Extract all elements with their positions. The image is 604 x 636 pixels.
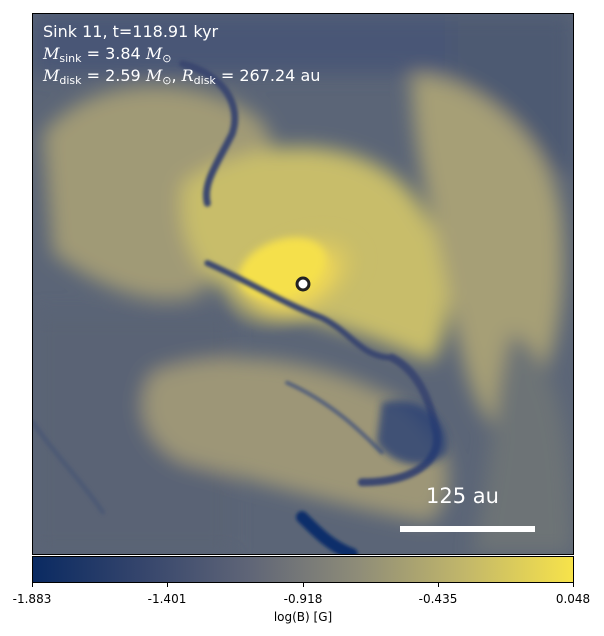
rdisk-value: = 267.24 au	[215, 66, 321, 85]
rdisk-subscript: disk	[193, 74, 216, 87]
colorbar-tick-label: -1.883	[12, 592, 52, 606]
colorbar-title: log(B) [G]	[273, 610, 333, 624]
scale-bar-label: 125 au	[426, 484, 499, 508]
msun-symbol: M	[145, 44, 163, 63]
mdisk-value: = 2.59	[81, 66, 146, 85]
separator-comma: ,	[171, 66, 182, 85]
colorbar-tick	[438, 583, 439, 587]
rdisk-symbol: R	[181, 66, 194, 85]
magnetic-field-map: Sink 11, t=118.91 kyr Msink = 3.84 M⊙ Md…	[32, 13, 574, 555]
field-image	[33, 14, 573, 554]
msink-value: = 3.84	[81, 44, 146, 63]
colorbar-tick-label: -1.401	[147, 592, 187, 606]
msun-subscript-2: ⊙	[162, 74, 172, 87]
mdisk-subscript: disk	[59, 74, 82, 87]
scale-bar	[400, 526, 535, 532]
colorbar-tick	[32, 583, 33, 587]
sink-time-label: Sink 11, t=118.91 kyr	[43, 22, 219, 41]
sink-marker	[295, 276, 311, 292]
msink-symbol: M	[43, 44, 60, 63]
mdisk-symbol: M	[43, 66, 60, 85]
colorbar	[32, 556, 574, 583]
colorbar-tick-label: -0.918	[283, 592, 323, 606]
mdisk-rdisk-label: Mdisk = 2.59 M⊙, Rdisk = 267.24 au	[43, 66, 320, 91]
msink-subscript: sink	[59, 52, 82, 65]
msun-subscript: ⊙	[162, 52, 172, 65]
colorbar-tick-label: 0.048	[555, 592, 591, 606]
msun-symbol-2: M	[145, 66, 163, 85]
colorbar-tick	[303, 583, 304, 587]
msink-label: Msink = 3.84 M⊙	[43, 44, 171, 69]
colorbar-tick	[573, 583, 574, 587]
colorbar-tick-label: -0.435	[418, 592, 458, 606]
colorbar-tick	[167, 583, 168, 587]
